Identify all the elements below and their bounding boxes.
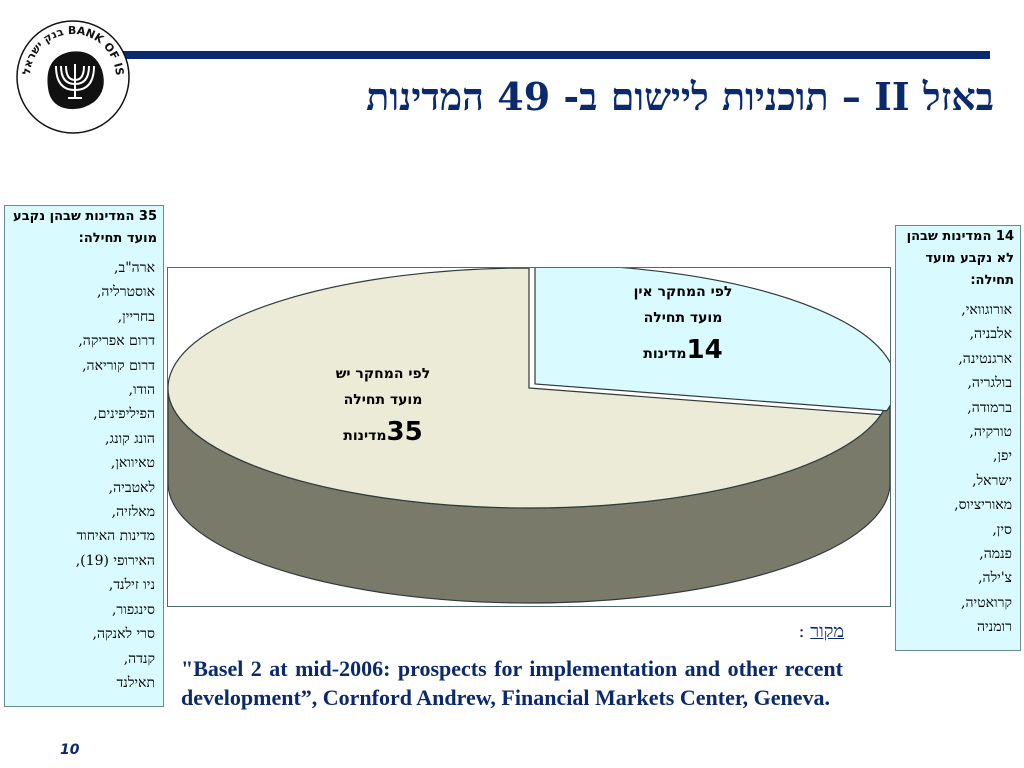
right-country-item: מאוריציוס, [954, 497, 1012, 514]
source-citation: "Basel 2 at mid-2006: prospects for impl… [181, 656, 843, 710]
left-country-item: קנדה, [123, 650, 155, 667]
left-country-item: טאיוואן, [110, 455, 155, 472]
slice-label: לפי המחקר אין [634, 284, 733, 300]
slice-value-label: 35מדינות [343, 417, 422, 447]
slice-label: מועד תחילה [644, 310, 723, 326]
right-country-item: קרואטיה, [961, 594, 1012, 611]
left-country-item: הונג קונג, [105, 430, 155, 447]
right-country-list: אורוגוואי, אלבניה, ארגנטינה, בולגריה, ברמודה… [896, 298, 1020, 640]
slice-value-label: 14מדינות [643, 335, 722, 365]
pie-chart: לפי המחקר יש מועד תחילה 35מדינות לפי המחקר… [167, 263, 897, 604]
left-country-item: סרי לאנקה, [92, 626, 155, 643]
right-country-item: בולגריה, [967, 375, 1012, 392]
title-rule [120, 51, 990, 59]
left-country-item: לאטביה, [108, 479, 155, 496]
right-country-item: פנמה, [979, 546, 1012, 563]
left-country-item: ארה"ב, [114, 260, 155, 276]
right-country-item: רומניה [976, 619, 1012, 636]
right-country-item: יפן, [992, 448, 1012, 465]
pie-chart-frame: לפי המחקר יש מועד תחילה 35מדינות לפי המחקר… [167, 263, 897, 607]
left-country-item: הודו, [128, 382, 155, 399]
left-box-header: 35 המדינות שבהן נקבע מועד תחילה: [13, 209, 157, 246]
right-country-item: סין, [992, 521, 1012, 538]
left-country-item: תאילנד [116, 674, 155, 691]
left-country-item: הפיליפינים, [93, 406, 155, 423]
right-country-item: ארגנטינה, [958, 350, 1012, 367]
left-country-item: ניו זילנד, [108, 577, 155, 594]
left-country-item: האירופי (19), [75, 552, 155, 569]
source-label: מקור : [798, 621, 844, 642]
right-country-item: ברמודה, [967, 399, 1012, 416]
left-country-item: מדינות האיחוד [76, 528, 155, 545]
right-country-item: צ'ילה, [978, 570, 1012, 587]
left-country-list: ארה"ב, אוסטרליה, בחריין, דרום אפריקה, דרום ק… [5, 256, 163, 695]
pie-slice [167, 267, 883, 509]
page-number: 10 [60, 742, 80, 758]
right-country-item: אלבניה, [969, 326, 1012, 343]
right-box-header: 14 המדינות שבהן לא נקבע מועד תחילה: [906, 229, 1014, 288]
slice-label: מועד תחילה [344, 392, 423, 408]
countries-without-date-box: 14 המדינות שבהן לא נקבע מועד תחילה: אורו… [895, 225, 1021, 651]
menorah-icon [47, 51, 104, 110]
left-country-item: סינגפור, [111, 601, 155, 618]
left-country-item: בחריין, [117, 308, 155, 325]
right-country-item: ישראל, [972, 472, 1012, 489]
page-title: באזל II – תוכניות ליישום ב- 49 המדינות [366, 74, 994, 119]
right-country-item: טורקיה, [969, 424, 1012, 441]
slice-label: לפי המחקר יש [336, 366, 430, 382]
left-country-item: דרום קוריאה, [82, 357, 155, 374]
countries-with-date-box: 35 המדינות שבהן נקבע מועד תחילה: ארה"ב, א… [4, 205, 164, 707]
right-country-item: אורוגוואי, [961, 302, 1012, 318]
left-country-item: דרום אפריקה, [78, 333, 155, 350]
left-country-item: מאלזיה, [111, 504, 155, 521]
bank-of-israel-logo: בנק ישראל BANK OF ISRAEL [14, 18, 130, 134]
left-country-item: אוסטרליה, [96, 284, 155, 301]
